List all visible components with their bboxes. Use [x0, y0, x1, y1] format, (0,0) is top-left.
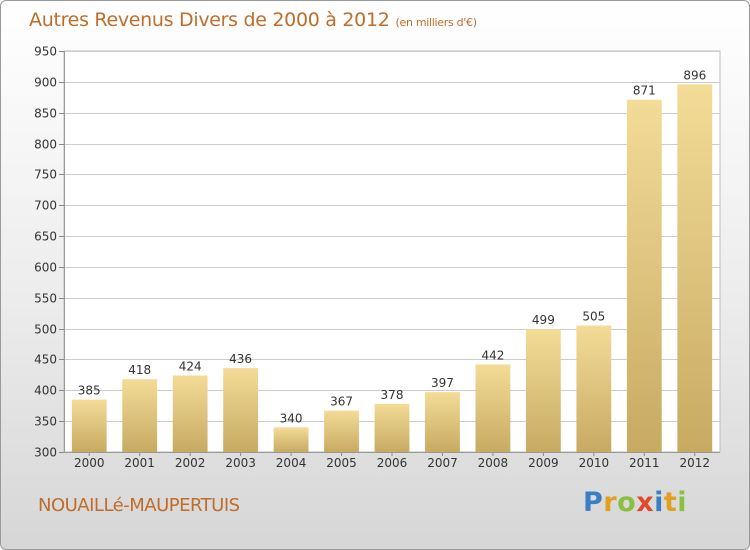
x-tick-label-2008: 2008 — [478, 456, 509, 470]
y-tick-label-900: 900 — [34, 76, 57, 90]
y-tick-label-350: 350 — [34, 415, 57, 429]
bar-2008 — [475, 364, 511, 452]
bar-2003 — [223, 368, 259, 452]
y-tick-label-750: 750 — [34, 168, 57, 182]
data-label-2003: 436 — [229, 352, 252, 366]
proxiti-logo: Proxiti — [583, 487, 687, 518]
bar-2006 — [374, 403, 410, 452]
y-tick-label-650: 650 — [34, 230, 57, 244]
y-tick-label-550: 550 — [34, 292, 57, 306]
data-label-2009: 499 — [532, 313, 555, 327]
y-tick-label-450: 450 — [34, 353, 57, 367]
logo-letter: r — [603, 487, 618, 518]
x-tick-label-2001: 2001 — [124, 456, 155, 470]
y-tick-label-600: 600 — [34, 261, 57, 275]
data-label-2010: 505 — [582, 310, 605, 324]
data-label-2008: 442 — [481, 348, 504, 362]
bar-2002 — [172, 375, 208, 452]
data-label-2012: 896 — [683, 68, 706, 82]
logo-letter: o — [617, 487, 637, 518]
logo-letter: P — [583, 487, 604, 518]
commune-name: NOUAILLé-MAUPERTUIS — [38, 495, 240, 516]
x-tick-label-2005: 2005 — [326, 456, 357, 470]
data-label-2002: 424 — [179, 360, 202, 374]
y-tick-label-400: 400 — [34, 384, 57, 398]
y-tick-label-700: 700 — [34, 199, 57, 213]
bar-2009 — [525, 329, 561, 452]
logo-letter: i — [677, 487, 688, 518]
data-label-2000: 385 — [78, 384, 101, 398]
data-label-2006: 378 — [381, 388, 404, 402]
chart-title-text: Autres Revenus Divers de 2000 à 2012 — [29, 9, 390, 31]
bar-2001 — [122, 379, 158, 452]
x-tick-label-2009: 2009 — [528, 456, 559, 470]
y-tick-label-500: 500 — [34, 323, 57, 337]
x-tick-label-2012: 2012 — [679, 456, 710, 470]
x-tick-label-2000: 2000 — [74, 456, 105, 470]
data-label-2001: 418 — [128, 363, 151, 377]
logo-letter: i — [654, 487, 664, 518]
y-tick-label-850: 850 — [34, 107, 57, 121]
y-tick-label-950: 950 — [34, 45, 57, 59]
x-tick-label-2004: 2004 — [276, 456, 307, 470]
bar-2004 — [273, 427, 309, 452]
data-label-2007: 397 — [431, 376, 454, 390]
x-tick-label-2006: 2006 — [377, 456, 408, 470]
bar-2007 — [425, 392, 460, 452]
x-tick-label-2010: 2010 — [579, 456, 610, 470]
x-tick-label-2007: 2007 — [427, 456, 458, 470]
bar-2012 — [677, 84, 713, 452]
data-label-2005: 367 — [330, 395, 353, 409]
chart-unit: (en milliers d'€) — [395, 16, 477, 29]
bar-2011 — [626, 99, 662, 452]
x-tick-label-2003: 2003 — [225, 456, 256, 470]
bar-2010 — [576, 325, 612, 452]
logo-letter: t — [663, 487, 678, 518]
chart-title: Autres Revenus Divers de 2000 à 2012 (en … — [29, 9, 477, 31]
bar-2000 — [71, 399, 107, 452]
x-tick-label-2002: 2002 — [175, 456, 206, 470]
data-label-2011: 871 — [633, 84, 656, 98]
bar-2005 — [324, 410, 359, 452]
y-tick-label-800: 800 — [34, 138, 57, 152]
logo-letter: x — [636, 487, 655, 518]
x-tick-label-2011: 2011 — [629, 456, 660, 470]
data-label-2004: 340 — [280, 411, 303, 425]
y-tick-label-300: 300 — [34, 446, 57, 460]
